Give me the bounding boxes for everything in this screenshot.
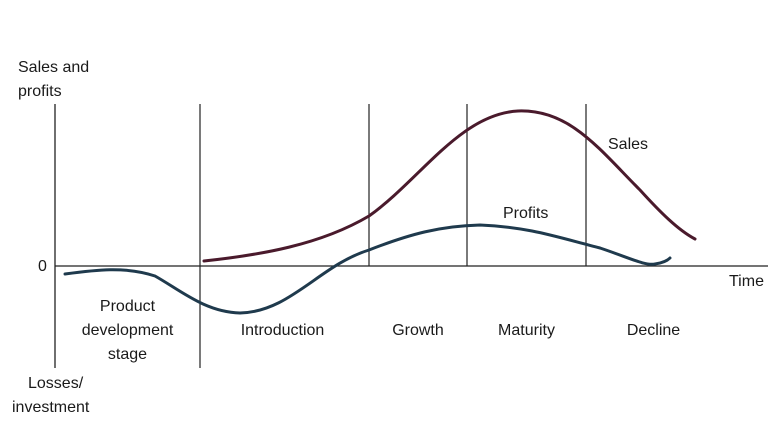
y-axis-top-label-line1: Sales and <box>18 59 90 76</box>
y-axis-bottom-label-line2: investment <box>12 399 90 416</box>
stage-product-development-line3: stage <box>107 346 148 363</box>
stage-introduction: Introduction <box>240 322 325 339</box>
sales-label: Sales <box>608 136 649 153</box>
y-axis-bottom-label-line1: Losses/ <box>28 375 84 392</box>
sales-curve <box>202 109 697 263</box>
stage-product-development-line1: Product <box>99 298 156 315</box>
zero-label: 0 <box>38 258 47 275</box>
profits-curve <box>63 223 672 315</box>
profits-label: Profits <box>503 205 549 222</box>
stage-decline: Decline <box>626 322 681 339</box>
stage-product-development-line2: development <box>81 322 174 339</box>
x-axis-label: Time <box>729 273 764 290</box>
stage-maturity: Maturity <box>498 322 555 339</box>
stage-growth: Growth <box>392 322 444 339</box>
y-axis-top-label-line2: profits <box>18 83 62 100</box>
